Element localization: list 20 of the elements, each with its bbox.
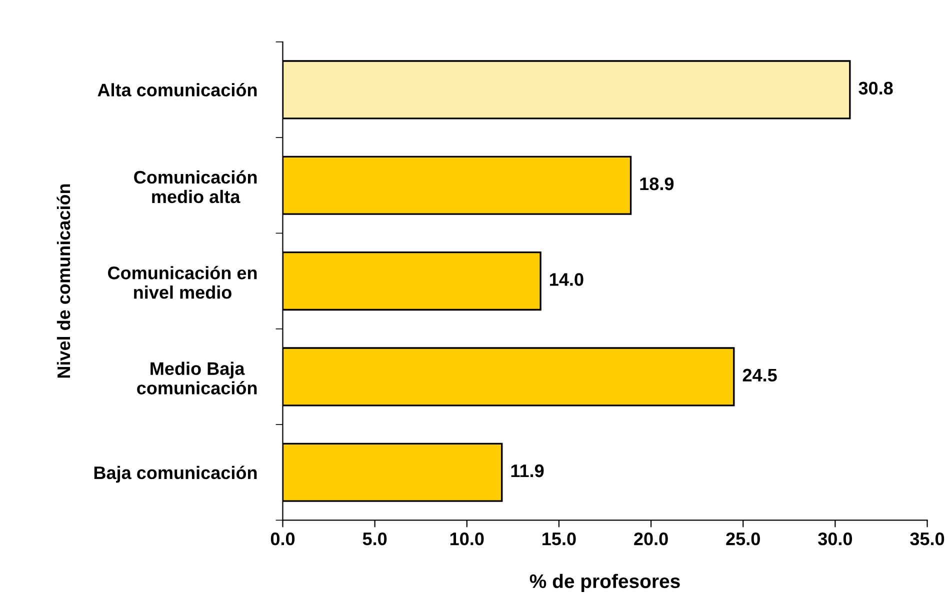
x-tick-label: 30.0 xyxy=(818,532,852,546)
x-tick-label: 0.0 xyxy=(270,532,295,546)
data-label: 30.8 xyxy=(858,82,893,95)
data-label: 14.0 xyxy=(550,273,584,286)
x-tick-label: 10.0 xyxy=(450,532,484,546)
y-tick-label: Comunicación medio alta xyxy=(134,170,257,204)
y-tick-label: Baja comunicación xyxy=(94,466,257,483)
data-label: 11.9 xyxy=(511,464,544,478)
x-tick-label: 25.0 xyxy=(726,532,760,546)
data-label: 18.9 xyxy=(640,177,674,190)
data-label: 24.5 xyxy=(742,368,777,382)
y-axis-title: Nivel de comunicación xyxy=(56,184,70,378)
x-tick-label: 5.0 xyxy=(362,532,387,546)
x-tick-label: 15.0 xyxy=(542,532,576,546)
y-tick-label: Medio Baja comunicación xyxy=(137,362,257,394)
x-axis-title: % de profesores xyxy=(530,574,680,592)
y-tick-label: Alta comunicación xyxy=(98,83,257,96)
y-tick-label: Comunicación en nivel medio xyxy=(108,266,257,299)
x-tick-label: 35.0 xyxy=(910,532,944,546)
x-tick-label: 20.0 xyxy=(634,532,668,546)
